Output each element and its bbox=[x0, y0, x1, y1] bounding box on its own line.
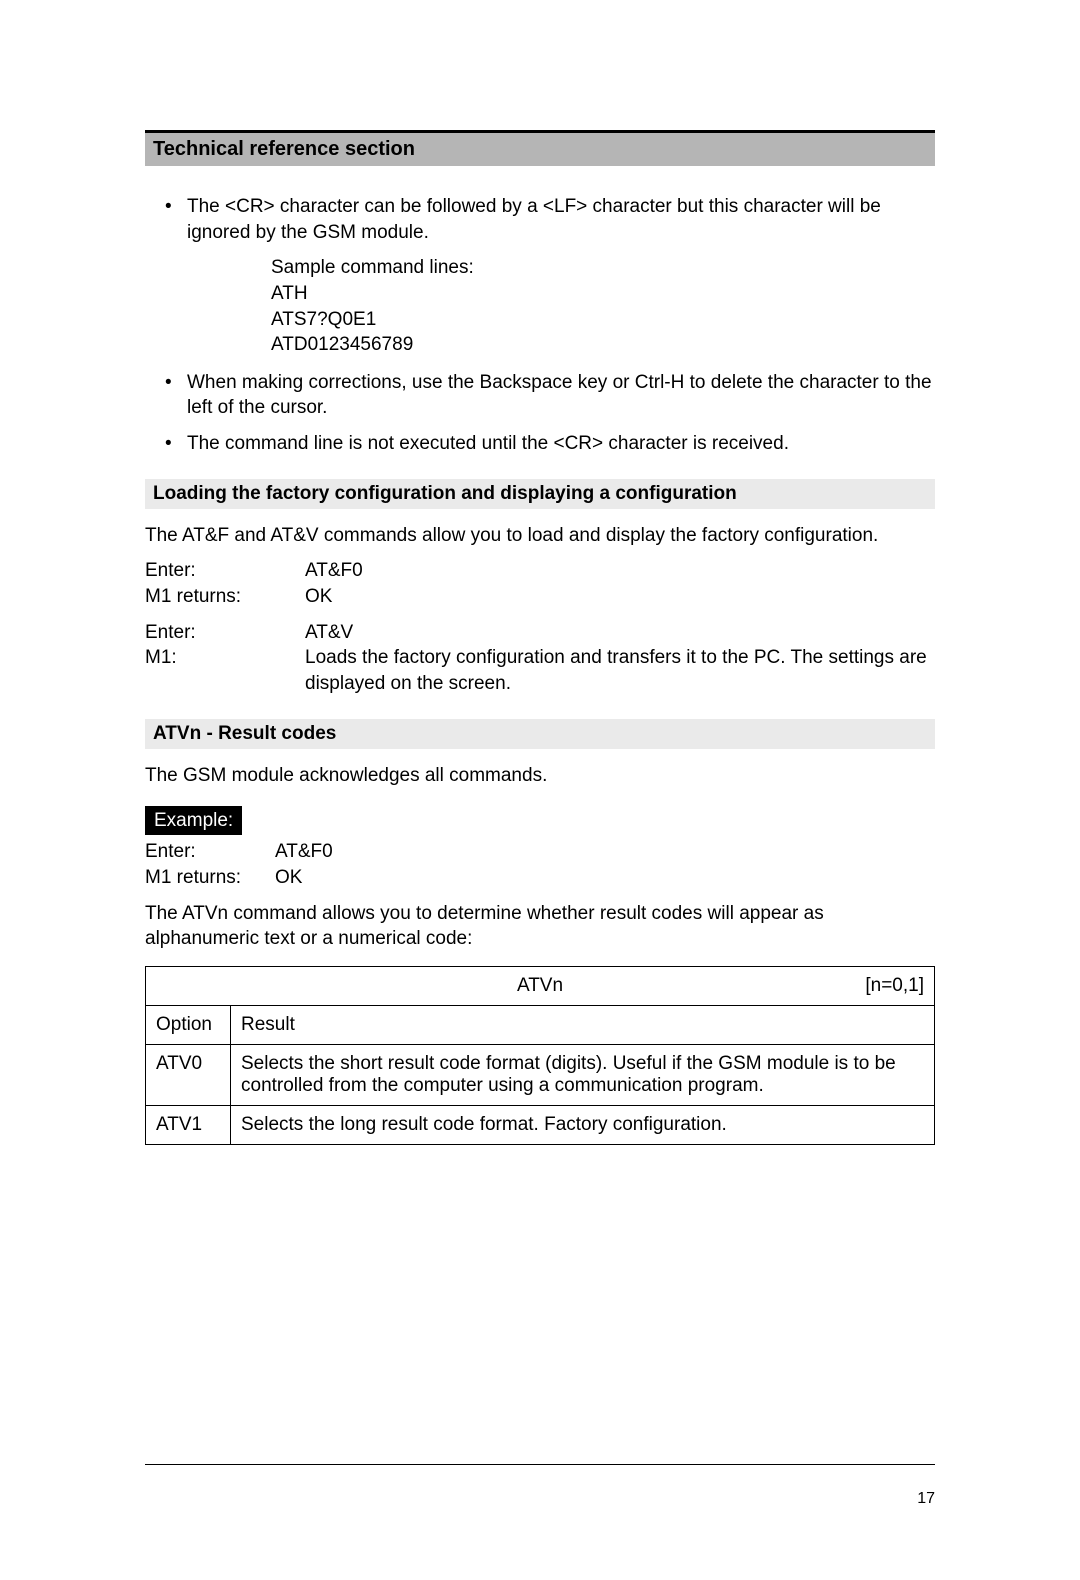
command-example: Enter: AT&F0 M1 returns: OK bbox=[145, 558, 935, 609]
list-item: The command line is not executed until t… bbox=[165, 431, 935, 457]
sample-line: ATD0123456789 bbox=[271, 332, 935, 358]
table-row: ATVn [n=0,1] bbox=[146, 966, 935, 1005]
page-number: 17 bbox=[917, 1490, 935, 1508]
paragraph: The ATVn command allows you to determine… bbox=[145, 901, 935, 952]
table-header-cmd: ATVn bbox=[156, 975, 924, 997]
list-item: The <CR> character can be followed by a … bbox=[165, 194, 935, 358]
table-cell: Selects the long result code format. Fac… bbox=[231, 1105, 935, 1144]
bullet-list: The <CR> character can be followed by a … bbox=[165, 194, 935, 457]
table-row: ATV1 Selects the long result code format… bbox=[146, 1105, 935, 1144]
cmd-value: AT&F0 bbox=[275, 839, 935, 865]
table-header-opts: [n=0,1] bbox=[865, 975, 924, 997]
footer-divider bbox=[145, 1464, 935, 1465]
table-cell: Selects the short result code format (di… bbox=[231, 1044, 935, 1105]
table-cell: ATV0 bbox=[146, 1044, 231, 1105]
command-example: Enter: AT&V M1: Loads the factory config… bbox=[145, 620, 935, 697]
document-page: Technical reference section The <CR> cha… bbox=[0, 0, 1080, 1580]
cmd-label: Enter: bbox=[145, 558, 305, 584]
table-row: Option Result bbox=[146, 1005, 935, 1044]
table-cell: ATV1 bbox=[146, 1105, 231, 1144]
cmd-value: OK bbox=[305, 584, 935, 610]
sample-line: ATH bbox=[271, 281, 935, 307]
cmd-label: M1: bbox=[145, 645, 305, 696]
sample-line: ATS7?Q0E1 bbox=[271, 307, 935, 333]
table-col-header: Option bbox=[146, 1005, 231, 1044]
cmd-value: AT&F0 bbox=[305, 558, 935, 584]
result-code-table: ATVn [n=0,1] Option Result ATV0 Selects … bbox=[145, 966, 935, 1145]
command-example: Enter: AT&F0 M1 returns: OK bbox=[145, 839, 935, 890]
paragraph: The GSM module acknowledges all commands… bbox=[145, 763, 935, 789]
paragraph: The AT&F and AT&V commands allow you to … bbox=[145, 523, 935, 549]
example-tag: Example: bbox=[145, 806, 242, 835]
list-item: When making corrections, use the Backspa… bbox=[165, 370, 935, 421]
sample-command-block: Sample command lines: ATH ATS7?Q0E1 ATD0… bbox=[271, 255, 935, 358]
cmd-label: M1 returns: bbox=[145, 584, 305, 610]
cmd-value: Loads the factory configuration and tran… bbox=[305, 645, 935, 696]
cmd-label: M1 returns: bbox=[145, 865, 275, 891]
table-col-header: Result bbox=[231, 1005, 935, 1044]
cmd-value: AT&V bbox=[305, 620, 935, 646]
subsection-header: Loading the factory configuration and di… bbox=[145, 479, 935, 509]
example-tag-wrap: Example: bbox=[145, 798, 935, 835]
bullet-text: The <CR> character can be followed by a … bbox=[187, 196, 881, 243]
cmd-label: Enter: bbox=[145, 839, 275, 865]
cmd-label: Enter: bbox=[145, 620, 305, 646]
cmd-value: OK bbox=[275, 865, 935, 891]
section-header: Technical reference section bbox=[145, 130, 935, 166]
subsection-header: ATVn - Result codes bbox=[145, 719, 935, 749]
sample-label: Sample command lines: bbox=[271, 255, 935, 281]
table-row: ATV0 Selects the short result code forma… bbox=[146, 1044, 935, 1105]
